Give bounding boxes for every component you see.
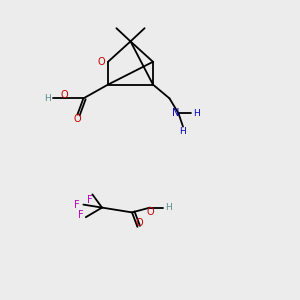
Text: O: O (146, 207, 154, 217)
Text: N: N (172, 108, 180, 118)
Text: O: O (61, 90, 68, 100)
Text: H: H (180, 127, 186, 136)
Text: O: O (98, 57, 105, 67)
Text: F: F (74, 200, 80, 210)
Text: O: O (74, 114, 81, 124)
Text: H: H (44, 94, 50, 103)
Text: F: F (78, 210, 83, 220)
Text: H: H (193, 109, 200, 118)
Text: O: O (136, 218, 144, 228)
Text: F: F (87, 195, 92, 205)
Text: H: H (165, 203, 171, 212)
